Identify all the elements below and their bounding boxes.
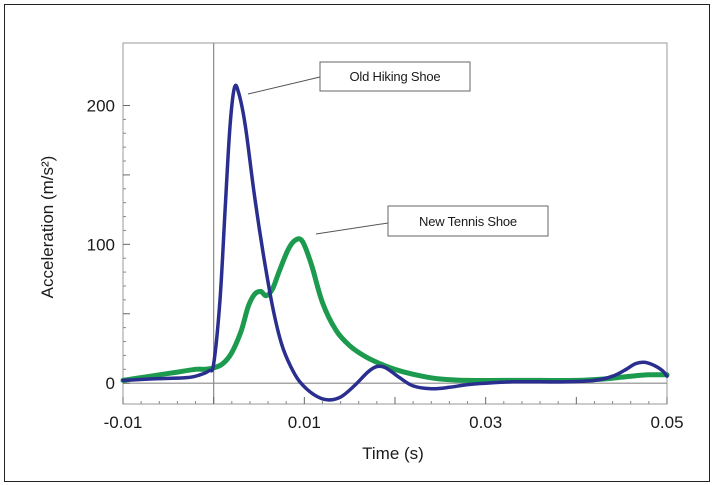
chart-frame: -0.01 0.01 0.03 0.05 0 100 200 Old Hiking Sho… [4, 4, 710, 482]
y-tick-label: 0 [106, 374, 115, 393]
callout-new-tennis-shoe: New Tennis Shoe [419, 214, 517, 229]
x-axis-title: Time (s) [362, 444, 424, 463]
y-axis-title: Acceleration (m/s²) [38, 156, 57, 299]
x-tick-label: 0.05 [650, 413, 683, 432]
x-axis-tick-labels: -0.01 0.01 0.03 0.05 [104, 413, 684, 432]
x-tick-label: 0.01 [288, 413, 321, 432]
callout-box-old-hiking [319, 61, 471, 92]
callout-leader-old-hiking [247, 76, 321, 95]
y-axis-tick-labels: 0 100 200 [87, 96, 115, 393]
series-line-new-tennis-shoe [120, 236, 670, 383]
x-tick-label: 0.03 [469, 413, 502, 432]
x-axis-ticks [122, 397, 668, 404]
callout-old-hiking-shoe: Old Hiking Shoe [350, 69, 441, 84]
y-tick-label: 100 [87, 235, 115, 254]
callout-leader-new-tennis [315, 222, 389, 235]
series-line-old-hiking-shoe [121, 83, 669, 402]
y-tick-label: 200 [87, 96, 115, 115]
callout-box-new-tennis [387, 205, 549, 237]
y-axis-ticks [123, 104, 130, 384]
series-layer [120, 83, 670, 402]
acceleration-line-chart: -0.01 0.01 0.03 0.05 0 100 200 Old Hiking Sho… [38, 42, 684, 463]
x-tick-label: -0.01 [104, 413, 143, 432]
